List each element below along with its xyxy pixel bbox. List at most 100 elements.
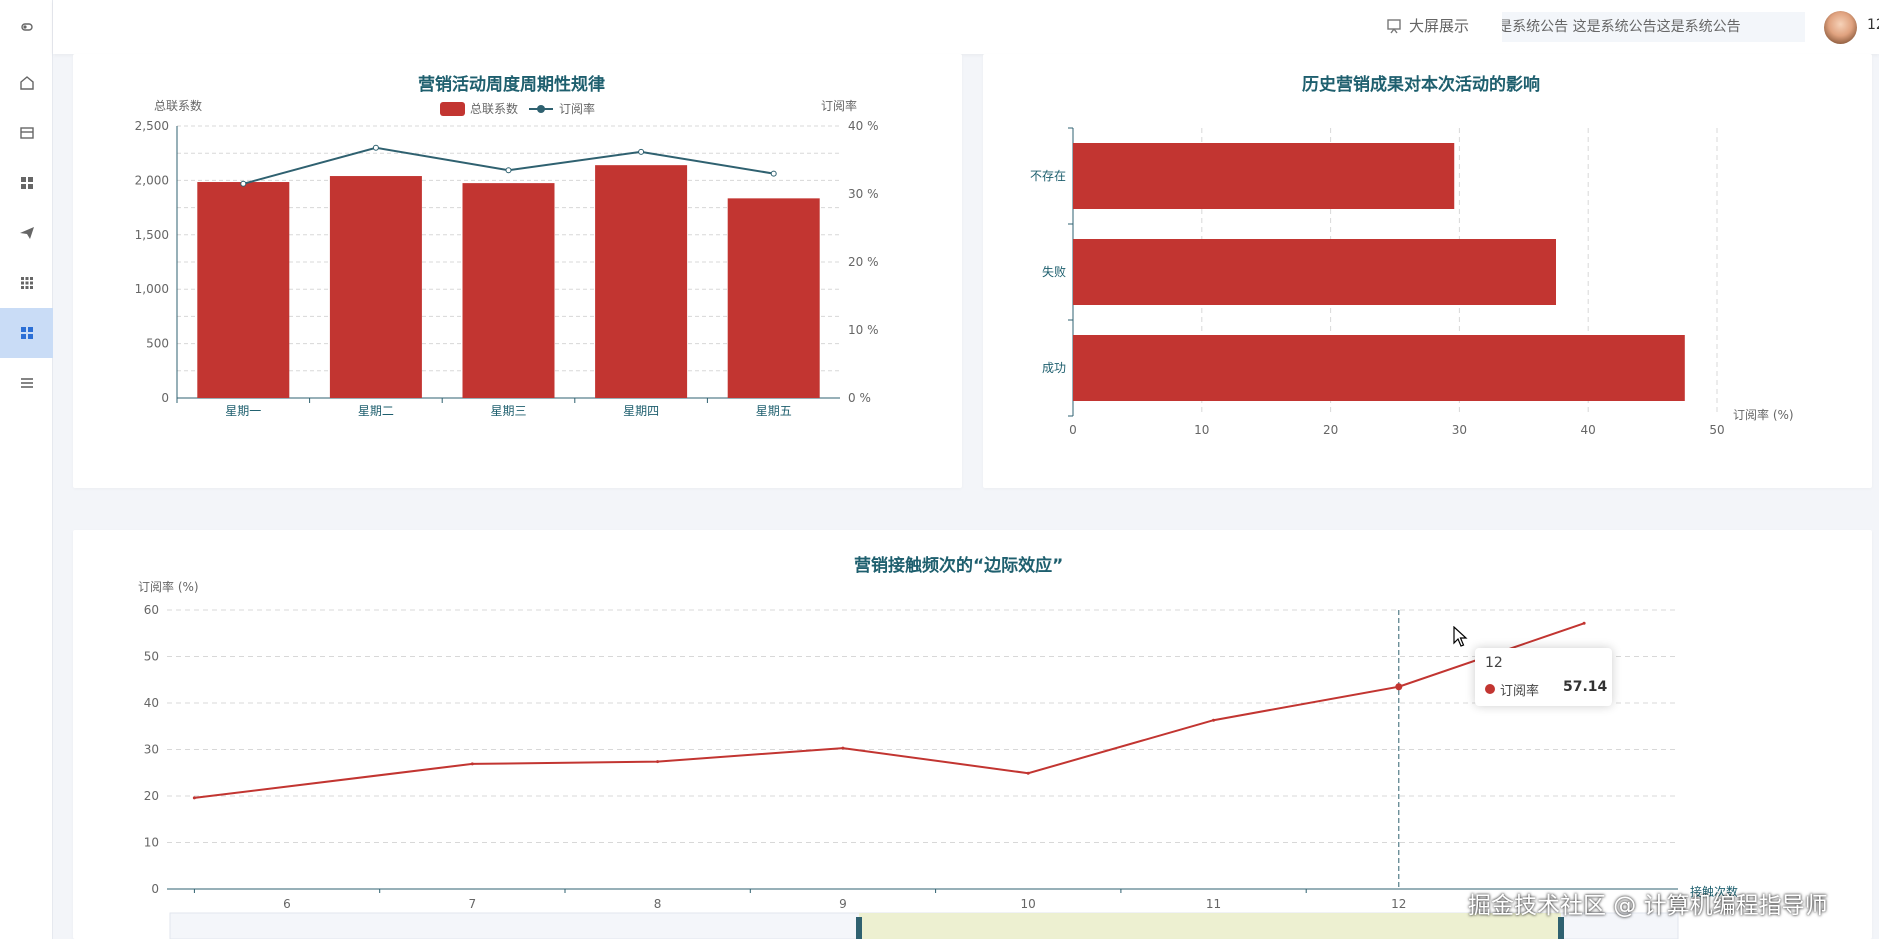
line-point bbox=[1212, 718, 1215, 722]
y-tick-label-left: 0 bbox=[161, 391, 169, 405]
sidebar-item-table[interactable] bbox=[0, 259, 53, 307]
x-tick-label: 星期四 bbox=[623, 404, 659, 418]
avatar[interactable] bbox=[1824, 11, 1857, 44]
tooltip-x: 12 bbox=[1485, 655, 1503, 671]
bar bbox=[197, 182, 290, 398]
y-tick-label: 60 bbox=[144, 603, 159, 617]
legend-label-bar: 总联系数 bbox=[470, 101, 518, 116]
sidebar-item-send[interactable] bbox=[0, 209, 53, 257]
x-axis-label: 订阅率 (%) bbox=[1733, 407, 1794, 422]
username[interactable]: 123456 bbox=[1867, 17, 1879, 33]
y-tick-label: 不存在 bbox=[1030, 169, 1066, 183]
sidebar-item-home[interactable] bbox=[0, 59, 53, 107]
y-axis-label: 订阅率 (%) bbox=[138, 579, 199, 594]
x-tick-label: 0 bbox=[1069, 423, 1077, 437]
datazoom-window bbox=[859, 913, 1561, 939]
y-tick-label: 0 bbox=[151, 882, 159, 896]
card-icon bbox=[19, 127, 34, 139]
watermark: 掘金技术社区 @ 计算机编程指导师 bbox=[1468, 893, 1828, 919]
line-point bbox=[372, 144, 379, 151]
y-tick-label-right: 40 % bbox=[848, 119, 879, 133]
line-point bbox=[638, 148, 645, 155]
weekly-chart-title: 营销活动周度周期性规律 bbox=[418, 75, 605, 95]
sidebar-item-list[interactable] bbox=[0, 359, 53, 407]
sidebar-item-card[interactable] bbox=[0, 109, 53, 157]
bar bbox=[727, 198, 820, 398]
chart-tooltip: 12 订阅率 57.14 bbox=[1475, 648, 1612, 706]
y-tick-label: 20 bbox=[144, 789, 159, 803]
x-tick-label: 20 bbox=[1323, 423, 1338, 437]
line-point bbox=[1582, 621, 1586, 625]
legend-swatch-bar bbox=[440, 102, 465, 116]
sidebar bbox=[0, 0, 53, 939]
grid-icon bbox=[20, 177, 33, 189]
x-tick-label: 12 bbox=[1391, 897, 1406, 911]
bar bbox=[595, 165, 688, 398]
line-point bbox=[192, 796, 196, 800]
y-axis-label-left: 总联系数 bbox=[154, 98, 202, 113]
tooltip-series-name: 订阅率 bbox=[1500, 684, 1540, 699]
mouse-cursor-icon bbox=[1453, 626, 1468, 647]
line-point bbox=[841, 746, 845, 750]
y-tick-label: 40 bbox=[144, 696, 159, 710]
y-tick-label: 成功 bbox=[1042, 361, 1066, 375]
frequency-chart-panel bbox=[73, 530, 1872, 939]
bigscreen-button[interactable]: 大屏展示 bbox=[1385, 15, 1469, 36]
y-axis-label-right: 订阅率 bbox=[821, 98, 857, 113]
line-point bbox=[505, 167, 512, 174]
y-tick-label: 失败 bbox=[1042, 264, 1066, 279]
presentation-icon bbox=[1387, 18, 1401, 33]
line-point bbox=[1395, 683, 1403, 691]
y-tick-label-left: 1,500 bbox=[135, 228, 169, 242]
dashboard-icon bbox=[20, 327, 33, 339]
frequency-chart-title: 营销接触频次的“边际效应” bbox=[854, 556, 1064, 576]
x-tick-label: 50 bbox=[1709, 423, 1724, 437]
sidebar-item-grid[interactable] bbox=[0, 159, 53, 207]
history-chart-title: 历史营销成果对本次活动的影响 bbox=[1302, 75, 1540, 95]
line-point bbox=[240, 180, 247, 187]
tooltip-value: 57.14 bbox=[1563, 679, 1608, 695]
x-tick-label: 10 bbox=[1194, 423, 1209, 437]
notice-text: ft公告这是系统公告 这是系统公告这是系统公告 bbox=[1502, 19, 1741, 35]
x-tick-label: 30 bbox=[1452, 423, 1467, 437]
x-tick-label: 星期二 bbox=[358, 404, 394, 418]
y-tick-label-right: 10 % bbox=[848, 323, 879, 337]
y-tick-label: 50 bbox=[144, 650, 159, 664]
line-point bbox=[656, 760, 660, 764]
bar bbox=[1073, 143, 1455, 209]
bar bbox=[1073, 335, 1685, 401]
y-tick-label-left: 2,500 bbox=[135, 119, 169, 133]
y-tick-label-left: 2,000 bbox=[135, 173, 169, 187]
x-tick-label: 7 bbox=[468, 897, 476, 911]
y-tick-label: 10 bbox=[144, 836, 159, 850]
x-tick-label: 星期三 bbox=[490, 404, 526, 418]
x-axis-label: 接触次数 bbox=[1690, 884, 1738, 899]
sidebar-item-dashboard[interactable] bbox=[0, 308, 53, 358]
bar bbox=[329, 176, 422, 398]
line-point bbox=[770, 170, 777, 177]
line-point bbox=[1026, 771, 1030, 775]
bar bbox=[462, 183, 555, 398]
legend-label-line: 订阅率 bbox=[559, 101, 595, 116]
home-icon bbox=[19, 76, 34, 90]
x-tick-label: 40 bbox=[1581, 423, 1596, 437]
y-tick-label: 30 bbox=[144, 743, 159, 757]
x-tick-label: 10 bbox=[1021, 897, 1036, 911]
tooltip-series-dot bbox=[1485, 684, 1495, 694]
collapse-toggle-icon[interactable] bbox=[0, 3, 53, 51]
x-tick-label: 8 bbox=[654, 897, 662, 911]
x-tick-label: 6 bbox=[283, 897, 291, 911]
y-tick-label-right: 20 % bbox=[848, 255, 879, 269]
series-line bbox=[194, 622, 1585, 799]
notice-marquee: ft公告这是系统公告 这是系统公告这是系统公告 bbox=[1502, 12, 1805, 42]
legend-swatch-dot bbox=[537, 105, 545, 113]
top-bar: 大屏展示 ft公告这是系统公告 这是系统公告这是系统公告 123456 ⌵ bbox=[53, 0, 1879, 54]
y-tick-label-right: 30 % bbox=[848, 187, 879, 201]
bigscreen-label: 大屏展示 bbox=[1409, 17, 1470, 35]
y-tick-label-left: 500 bbox=[146, 337, 169, 351]
list-icon bbox=[20, 378, 33, 388]
datazoom-handle-right bbox=[1558, 917, 1564, 939]
x-tick-label: 星期五 bbox=[756, 404, 792, 418]
x-tick-label: 星期一 bbox=[225, 404, 261, 418]
y-tick-label-left: 1,000 bbox=[135, 282, 169, 296]
